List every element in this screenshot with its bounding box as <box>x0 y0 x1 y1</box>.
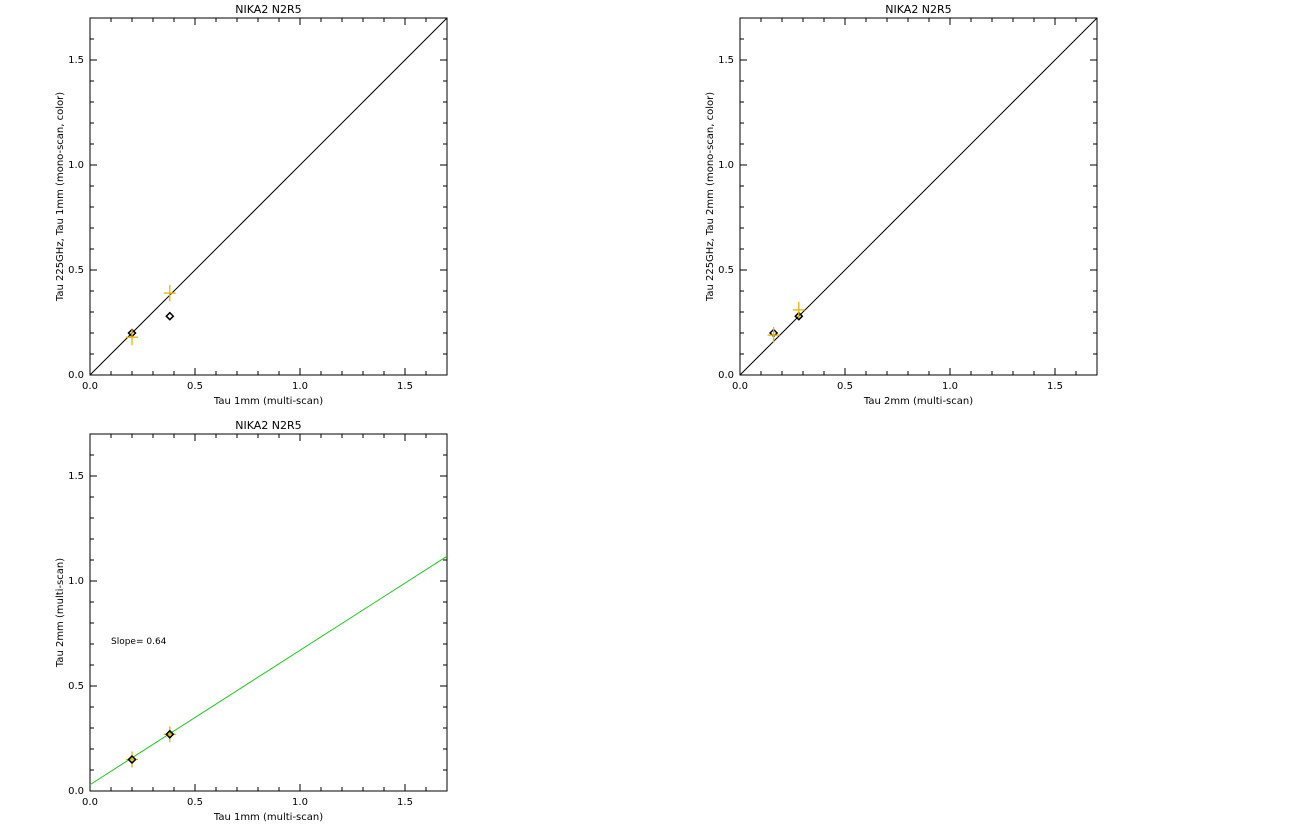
y-tick-label: 0.0 <box>718 370 734 381</box>
chart-title: NIKA2 N2R5 <box>885 3 951 16</box>
y-tick-label: 1.0 <box>718 160 734 171</box>
x-tick-label: 1.5 <box>397 797 413 808</box>
x-tick-label: 0.0 <box>732 381 748 392</box>
x-axis-label: Tau 1mm (multi-scan) <box>213 396 323 407</box>
plus-point <box>767 327 780 344</box>
y-tick-label: 1.0 <box>68 576 84 587</box>
fit-line <box>90 555 447 786</box>
plot-frame <box>89 17 448 376</box>
y-axis-label: Tau 225GHz, Tau 1mm (mono-scan, color) <box>55 92 66 302</box>
x-tick-label: 0.0 <box>82 797 98 808</box>
x-tick-label: 1.0 <box>292 381 308 392</box>
y-axis-label: Tau 225GHz, Tau 2mm (mono-scan, color) <box>705 92 716 302</box>
x-tick-label: 1.5 <box>1047 381 1063 392</box>
y-tick-label: 1.5 <box>68 471 84 482</box>
x-axis-label: Tau 2mm (multi-scan) <box>863 396 973 407</box>
chart-title: NIKA2 N2R5 <box>235 419 301 432</box>
identity-line <box>740 18 1097 375</box>
y-tick-label: 0.0 <box>68 786 84 797</box>
chart-title: NIKA2 N2R5 <box>235 3 301 16</box>
diamond-point <box>794 311 804 321</box>
chart-panel-3: 0.0 0.5 1.0 1.5 0.0 0.5 1.0 1.5 NIKA2 N2R5 Tau 1m… <box>55 419 448 823</box>
x-tick-label: 0.0 <box>82 381 98 392</box>
diamond-point <box>127 754 137 765</box>
y-tick-label: 1.0 <box>68 160 84 171</box>
slope-annotation: Slope= 0.64 <box>111 637 167 647</box>
x-tick-label: 1.0 <box>942 381 958 392</box>
plot-frame <box>89 433 448 792</box>
plus-point <box>792 301 805 318</box>
identity-line <box>90 18 447 375</box>
x-tick-label: 0.5 <box>187 797 203 808</box>
diamond-point <box>165 311 175 321</box>
x-tick-label: 1.0 <box>292 797 308 808</box>
plus-point <box>163 285 176 302</box>
chart-panel-1: 0.0 0.5 1.0 1.5 0.0 0.5 1.0 1.5 NIKA2 N2R5 Tau 1m… <box>55 3 448 407</box>
plus-point <box>126 329 138 346</box>
y-tick-label: 0.5 <box>68 681 84 692</box>
x-tick-label: 0.5 <box>837 381 853 392</box>
y-tick-label: 0.0 <box>68 370 84 381</box>
y-tick-label: 1.5 <box>718 55 734 66</box>
y-tick-label: 0.5 <box>68 265 84 276</box>
x-tick-label: 0.5 <box>187 381 203 392</box>
x-axis-label: Tau 1mm (multi-scan) <box>213 812 323 823</box>
plot-frame <box>739 17 1098 376</box>
y-tick-label: 0.5 <box>718 265 734 276</box>
y-tick-label: 1.5 <box>68 55 84 66</box>
chart-panel-2: 0.0 0.5 1.0 1.5 0.0 0.5 1.0 1.5 NIKA2 N2R5 Tau 2m… <box>705 3 1098 407</box>
x-tick-label: 1.5 <box>397 381 413 392</box>
diamond-point <box>165 729 175 739</box>
y-axis-label: Tau 2mm (multi-scan) <box>55 558 66 668</box>
